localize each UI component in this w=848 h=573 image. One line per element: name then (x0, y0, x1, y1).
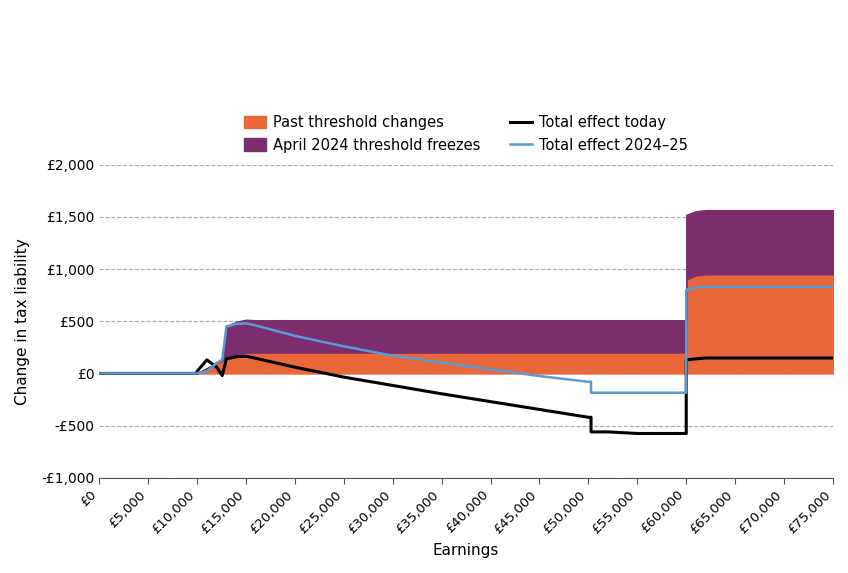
X-axis label: Earnings: Earnings (433, 543, 499, 558)
Y-axis label: Change in tax liability: Change in tax liability (15, 238, 30, 405)
Legend: Past threshold changes, April 2024 threshold freezes, Total effect today, Total : Past threshold changes, April 2024 thres… (238, 109, 694, 158)
